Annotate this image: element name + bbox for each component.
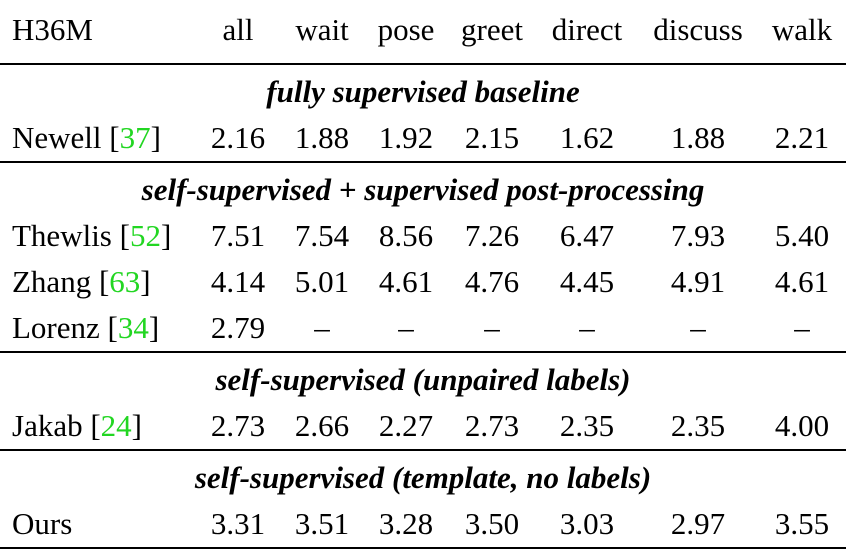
value-cell: 4.91 (670, 264, 726, 299)
method-cell: Lorenz [34] (12, 310, 160, 345)
table-row: Jakab [24] 2.73 2.66 2.27 2.73 2.35 2.35 4.00 (0, 403, 846, 450)
section-header-row: self-supervised + supervised post-proces… (0, 161, 846, 213)
header-walk: walk (771, 12, 833, 47)
value-cell: 7.54 (294, 218, 350, 253)
value-cell: 2.73 (464, 408, 520, 443)
section-title: self-supervised + supervised post-proces… (0, 161, 846, 213)
value-cell: – (579, 310, 595, 345)
table-row: Thewlis [52] 7.51 7.54 8.56 7.26 6.47 7.93 5.40 (0, 213, 846, 259)
value-cell: 3.51 (280, 501, 364, 549)
value-cell: 6.47 (559, 218, 615, 253)
value-cell: 2.35 (559, 408, 615, 443)
header-row: H36M all wait pose greet direct discuss … (0, 5, 846, 64)
citation-link[interactable]: 63 (109, 264, 141, 299)
section-title: self-supervised (unpaired labels) (0, 351, 846, 403)
value-cell: – (794, 310, 810, 345)
table-row: Zhang [63] 4.14 5.01 4.61 4.76 4.45 4.91 4.61 (0, 259, 846, 305)
value-cell: 2.73 (210, 408, 266, 443)
method-name: Jakab (12, 408, 83, 443)
header-pose: pose (377, 12, 435, 47)
value-cell: 1.88 (670, 120, 726, 155)
value-cell: 4.00 (774, 408, 830, 443)
header-direct: direct (551, 12, 623, 47)
method-cell: Jakab [24] (12, 408, 142, 443)
header-greet: greet (461, 12, 523, 47)
table-body: fully supervised baseline Newell [37] 2.16… (0, 64, 846, 549)
section-header-row: self-supervised (unpaired labels) (0, 351, 846, 403)
header-discuss: discuss (653, 12, 743, 47)
method-cell: Zhang [63] (12, 264, 151, 299)
header-wait: wait (295, 12, 349, 47)
value-cell: 4.45 (559, 264, 615, 299)
value-cell: 7.26 (464, 218, 520, 253)
section-title: fully supervised baseline (266, 74, 580, 109)
value-cell: 2.35 (670, 408, 726, 443)
table-row: Newell [37] 2.16 1.88 1.92 2.15 1.62 1.88 2.21 (0, 115, 846, 162)
method-name: Thewlis (12, 218, 112, 253)
value-cell: – (690, 310, 706, 345)
value-cell: 3.50 (448, 501, 536, 549)
citation-link[interactable]: 34 (117, 310, 149, 345)
citation-link[interactable]: 24 (100, 408, 132, 443)
value-cell: 7.93 (670, 218, 726, 253)
table-row: Ours 3.31 3.51 3.28 3.50 3.03 2.97 3.55 (0, 501, 846, 549)
table-row: Lorenz [34] 2.79 – – – – – – (0, 305, 846, 352)
method-cell: Ours (0, 501, 196, 549)
value-cell: 8.56 (378, 218, 434, 253)
value-cell: 4.14 (210, 264, 266, 299)
value-cell: 5.01 (294, 264, 350, 299)
value-cell: 2.27 (378, 408, 434, 443)
value-cell: 4.61 (378, 264, 434, 299)
section-title: self-supervised (template, no labels) (0, 449, 846, 501)
value-cell: 3.03 (536, 501, 638, 549)
header-all: all (222, 12, 254, 47)
value-cell: 2.16 (210, 120, 266, 155)
value-cell: 3.31 (196, 501, 280, 549)
value-cell: 7.51 (210, 218, 266, 253)
value-cell: – (314, 310, 330, 345)
value-cell: 3.55 (758, 501, 846, 549)
header-dataset: H36M (12, 12, 93, 47)
value-cell: 1.62 (559, 120, 615, 155)
value-cell: 4.61 (774, 264, 830, 299)
method-name: Ours (12, 506, 73, 541)
value-cell: 2.79 (210, 310, 266, 345)
value-cell: 3.28 (364, 501, 448, 549)
value-cell: 4.76 (464, 264, 520, 299)
value-cell: 2.15 (464, 120, 520, 155)
value-cell: – (398, 310, 414, 345)
value-cell: 1.88 (294, 120, 350, 155)
citation-link[interactable]: 52 (129, 218, 161, 253)
value-cell: 2.66 (294, 408, 350, 443)
method-name: Zhang (12, 264, 92, 299)
method-cell: Thewlis [52] (12, 218, 172, 253)
value-cell: 2.97 (638, 501, 758, 549)
method-name: Newell (12, 120, 102, 155)
section-header-row: fully supervised baseline (0, 64, 846, 115)
value-cell: 5.40 (774, 218, 830, 253)
value-cell: 2.21 (774, 120, 830, 155)
section-header-row: self-supervised (template, no labels) (0, 449, 846, 501)
results-table: H36M all wait pose greet direct discuss … (0, 5, 846, 549)
method-cell: Newell [37] (12, 120, 161, 155)
method-name: Lorenz (12, 310, 100, 345)
citation-link[interactable]: 37 (119, 120, 151, 155)
value-cell: – (484, 310, 500, 345)
value-cell: 1.92 (378, 120, 434, 155)
